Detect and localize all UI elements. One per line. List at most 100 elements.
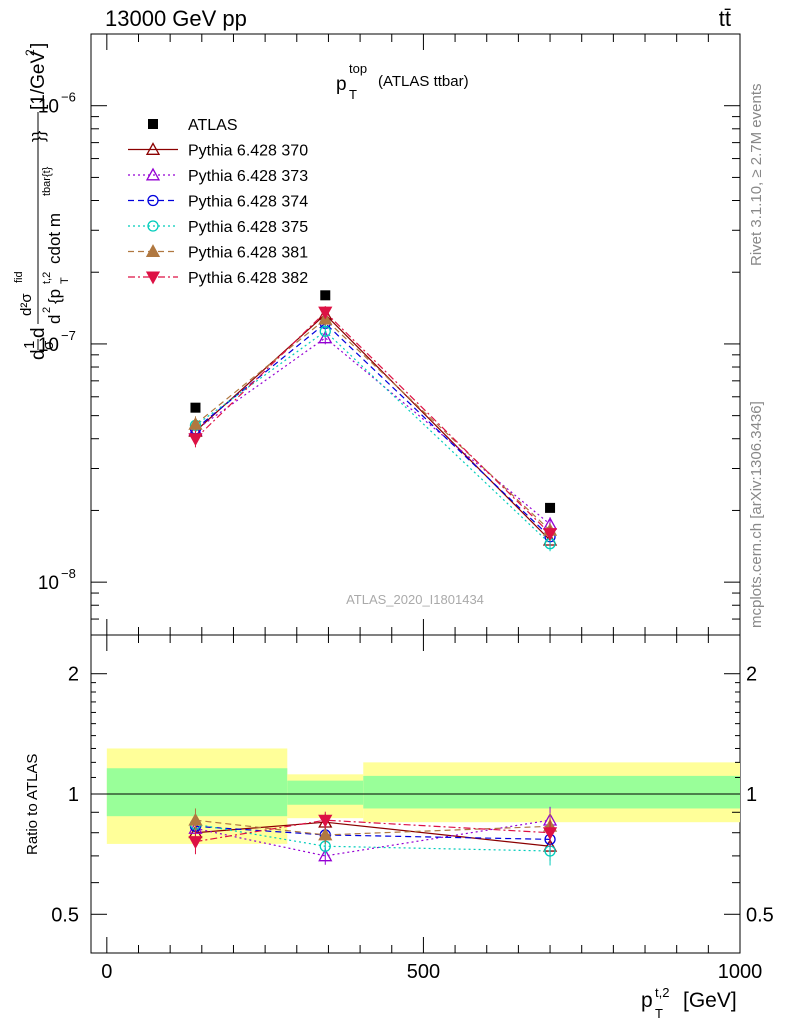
header-process: tt̄ [719,6,731,31]
series-line-py382 [195,311,551,534]
ratio-y-tick-label-right: 2 [746,664,757,686]
legend-label: Pythia 6.428 374 [188,194,308,211]
svg-text:t,2: t,2 [41,272,53,284]
ratio-band-inner [287,780,364,805]
main-y-tick-label: 10 −8 [38,566,76,594]
legend: ATLAS Pythia 6.428 370 Pythia 6.428 373 Pyt… [128,117,308,287]
ratio-point-py382 [542,827,558,841]
legend-entry-py370: Pythia 6.428 370 [128,142,308,160]
svg-text:[GeV]: [GeV] [683,989,737,1012]
svg-text:(ATLAS ttbar): (ATLAS ttbar) [378,73,469,90]
main-y-axis-label: d 1 σ d d²σ fid d 2 {p t,2 T cdot m tbar… [13,43,71,360]
svg-text:fid: fid [13,271,25,283]
svg-text:d²σ: d²σ [18,293,35,316]
ratio-point-py381 [318,827,333,841]
legend-entry-py374: Pythia 6.428 374 [128,194,308,211]
data-point-py382 [188,433,203,447]
svg-text:d: d [28,327,49,338]
x-tick-label: 1000 [718,961,763,983]
ratio-band-inner [106,768,288,817]
svg-text:p: p [641,989,653,1012]
ratio-band-inner [363,775,740,809]
series-line-py374 [195,322,551,538]
series-line-py373 [195,337,551,525]
svg-text:2: 2 [41,307,53,313]
series-py375 [189,325,556,552]
svg-text:−7: −7 [61,328,76,343]
ratio-axis-ticks: 0.5 0.5 1 1 2 2 0 500 1000 [51,635,774,983]
data-point-py375 [319,325,331,337]
legend-entry-py381: Pythia 6.428 381 [128,244,308,262]
ratio-point-py381 [188,812,203,826]
svg-text:1: 1 [21,341,38,349]
svg-text:d: d [28,349,49,360]
legend-entry-py382: Pythia 6.428 382 [128,270,308,287]
legend-marker-py374 [147,194,159,207]
svg-text:d: d [45,315,64,324]
svg-text:[1/GeV: [1/GeV [28,51,49,110]
series-py370 [188,307,558,548]
legend-marker-py382 [145,271,161,285]
svg-text:10: 10 [38,335,59,356]
svg-text:10: 10 [38,573,59,594]
ratio-y-tick-label-left: 2 [68,664,79,686]
series-ATLAS [190,290,556,513]
ratio-point-py382 [188,836,203,849]
svg-text:10: 10 [38,97,59,118]
analysis-watermark: ATLAS_2020_I1801434 [346,592,484,607]
legend-label: Pythia 6.428 373 [188,168,308,185]
svg-text:p: p [336,74,347,95]
ratio-y-tick-label-left: 0.5 [51,904,79,926]
svg-text:cdot m: cdot m [45,213,64,264]
ratio-y-axis-label: Ratio to ATLAS [24,754,41,855]
svg-text:−6: −6 [61,90,76,105]
svg-text:T: T [655,1006,663,1021]
plot-title: p top T (ATLAS ttbar) [336,61,469,102]
svg-text:t,2: t,2 [655,985,669,1000]
x-tick-label: 0 [101,961,112,983]
svg-text:}}: }} [29,130,48,142]
x-axis-label: p t,2 T [GeV] [641,985,737,1021]
mcplots-label: mcplots.cern.ch [arXiv:1306.3436] [748,401,765,628]
legend-marker-py375 [147,220,159,232]
data-point-py382 [542,528,558,541]
svg-text:top: top [349,61,367,76]
ratio-point-py373 [318,848,333,862]
ratio-y-tick-label-left: 1 [68,784,79,806]
svg-text:2: 2 [23,49,37,56]
rivet-version-label: Rivet 3.1.10, ≥ 2.7M events [748,84,765,267]
legend-marker-py373 [145,167,161,181]
legend-label: Pythia 6.428 381 [188,245,308,262]
series-py382 [188,306,558,542]
series-line-py381 [195,318,551,531]
series-line-py370 [195,313,551,541]
main-y-tick-label: 10 −7 [38,328,76,356]
legend-label: Pythia 6.428 382 [188,270,308,287]
data-point-py373 [318,330,333,344]
svg-text:σ: σ [40,340,57,350]
ratio-y-tick-label-right: 0.5 [746,904,774,926]
ratio-y-tick-label-right: 1 [746,784,757,806]
data-point-py381 [188,416,203,430]
legend-entry-py375: Pythia 6.428 375 [128,219,308,236]
data-point-py382 [318,306,333,320]
svg-text:T: T [349,87,357,102]
ratio-series-py382 [188,811,558,855]
svg-text:T: T [59,277,71,284]
legend-marker-ATLAS [148,119,158,129]
header-collision: 13000 GeV pp [105,6,247,31]
svg-text:{p: {p [45,289,64,304]
svg-text:−8: −8 [61,566,76,581]
data-point-ATLAS [190,402,201,413]
ratio-series-group [188,806,558,866]
x-tick-label: 500 [407,961,440,983]
svg-text:tbar{t}: tbar{t} [41,166,53,196]
series-py374 [189,317,556,545]
legend-entry-ATLAS: ATLAS [148,117,238,134]
data-point-ATLAS [320,290,331,301]
legend-marker-py381 [145,244,161,257]
data-point-ATLAS [545,502,556,513]
main-series-group [188,290,558,552]
svg-text:]: ] [28,43,49,48]
